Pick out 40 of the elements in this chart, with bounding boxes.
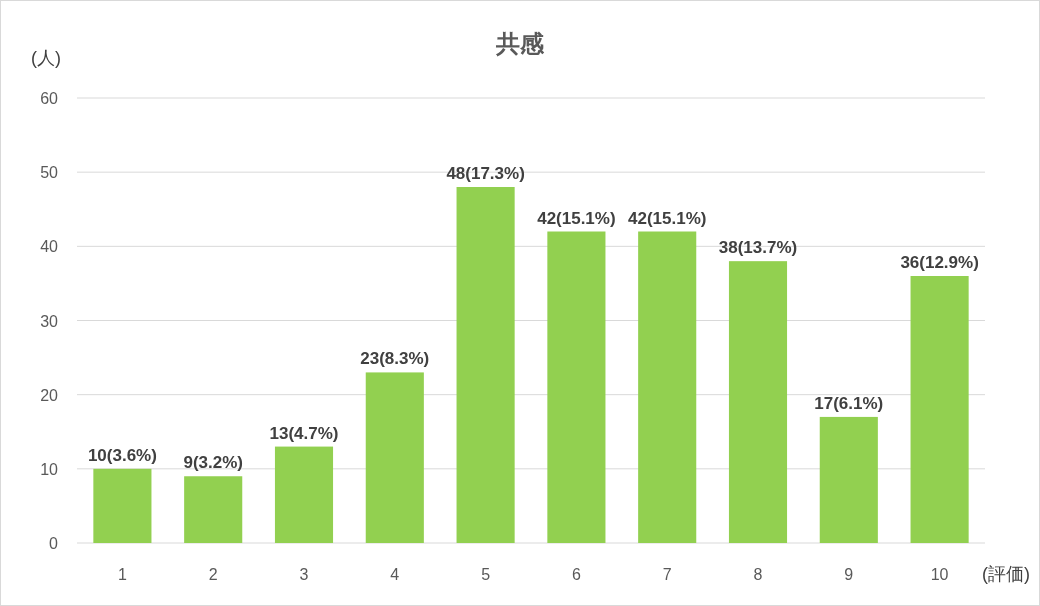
bar [93,468,152,543]
data-label: 48(17.3%) [446,164,525,183]
data-label: 23(8.3%) [360,349,430,369]
bar [910,276,969,543]
x-tick-label: 2 [208,566,218,583]
bar [819,416,878,543]
x-tick-label: 1 [117,566,127,583]
data-label: 42(15.1%) [627,208,707,228]
x-tick-label: 6 [571,566,581,583]
y-tick-label: 10 [40,460,59,478]
y-tick-label: 60 [40,90,59,107]
bar [547,231,606,543]
chart-title: 共感 [495,30,545,57]
data-label: 36(12.9%) [900,253,979,272]
bar [638,231,697,543]
data-label: 38(13.7%) [718,238,798,258]
x-tick-label: 3 [299,566,309,583]
x-tick-label: 10 [930,566,949,583]
bar [274,446,334,543]
x-tick-label: 7 [662,566,672,583]
bar [728,261,788,543]
x-tick-label: 8 [753,566,763,583]
data-label: 10(3.6%) [87,445,157,465]
x-axis-title: (評価) [982,564,1030,584]
y-tick-label: 20 [40,386,59,404]
y-tick-label: 50 [40,164,59,182]
data-label: 42(15.1%) [537,208,616,228]
bar [365,372,424,543]
data-label: 9(3.2%) [183,453,243,473]
x-tick-label: 9 [844,566,854,583]
x-tick-label: 5 [481,566,491,583]
y-tick-label: 0 [49,535,59,552]
y-tick-label: 30 [40,312,59,330]
bar [456,187,515,543]
x-tick-label: 4 [390,566,400,583]
data-label: 17(6.1%) [814,393,884,413]
bar [184,476,243,543]
y-tick-label: 40 [40,238,59,256]
y-axis-title: (人) [31,48,61,68]
data-label: 13(4.7%) [269,423,339,443]
